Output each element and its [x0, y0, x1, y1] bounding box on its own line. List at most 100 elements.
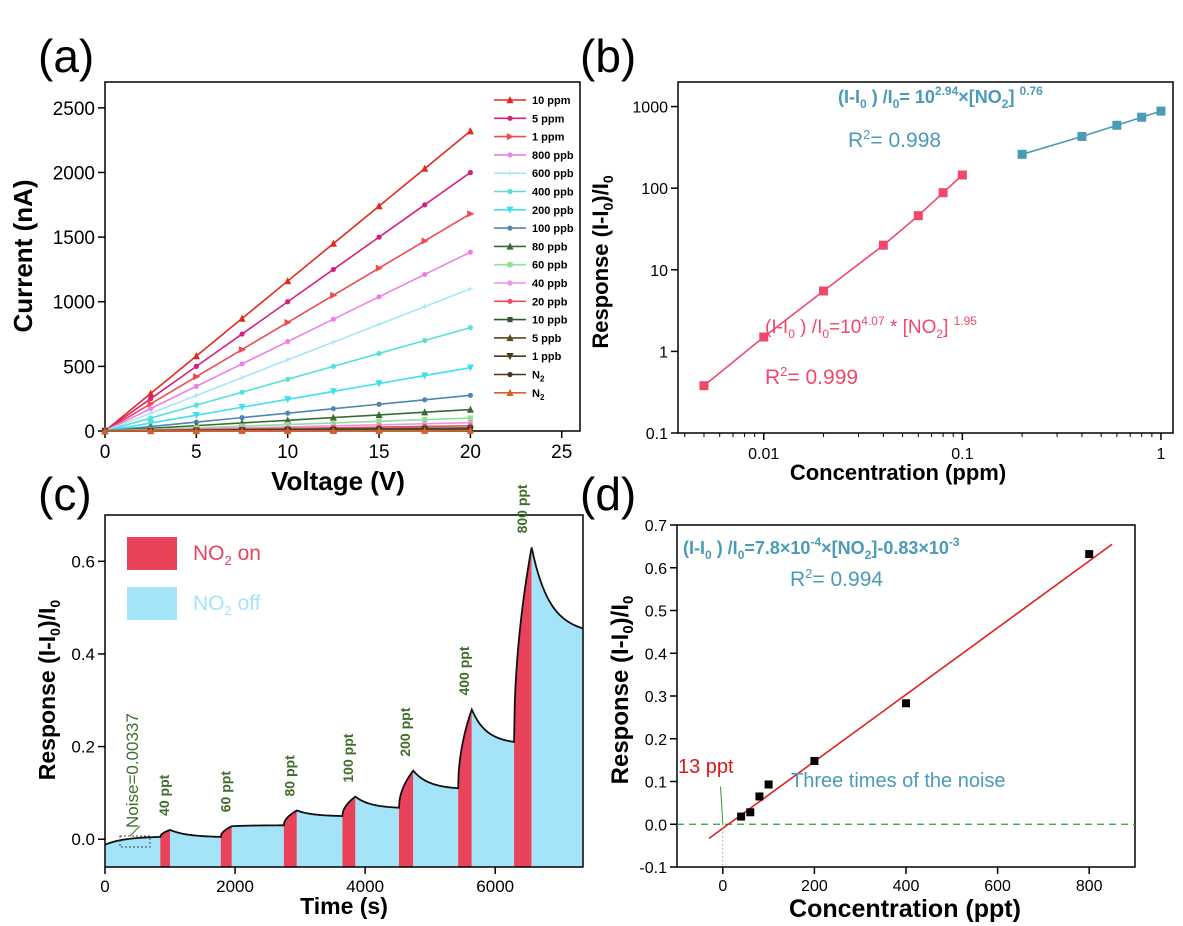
- data-point: [376, 401, 382, 407]
- data-point: [285, 338, 291, 345]
- y-tick-label: 0.3: [645, 689, 667, 706]
- x-tick-label: 0.1: [951, 446, 973, 463]
- x-tick-label: 0: [100, 877, 109, 896]
- data-point: [193, 363, 199, 369]
- lod-pointer: [720, 786, 724, 825]
- legend-marker: [506, 388, 514, 396]
- x-tick-label: 25: [551, 442, 572, 463]
- response-trace: [104, 547, 584, 846]
- data-point: [148, 415, 154, 421]
- panel-d-r2: R2= 0.994: [790, 566, 883, 591]
- data-point: [376, 234, 382, 240]
- data-point: [147, 419, 155, 428]
- data-point: [192, 352, 200, 360]
- data-point: [421, 164, 429, 172]
- legend-label: N2: [532, 370, 545, 384]
- panel-b-r2-low: R2= 0.999: [765, 364, 858, 389]
- panel-c-xlabel: Time (s): [300, 893, 388, 919]
- data-point: [1017, 149, 1027, 159]
- legend-label: 5 ppb: [532, 333, 562, 345]
- data-point: [759, 332, 769, 342]
- data-point: [238, 345, 246, 354]
- on-region: [220, 826, 232, 867]
- data-point: [467, 249, 473, 255]
- off-region: [231, 825, 284, 867]
- data-point: [193, 373, 201, 381]
- legend-label-on: NO2 on: [193, 542, 261, 568]
- panel-b-xlabel: Concentration (ppm): [790, 460, 1006, 485]
- data-point: [819, 286, 829, 296]
- panel-a-chart: 0 5 10 15 20 25 0 500 1000 1500 2000 2500 10 ppm 5 p…: [8, 81, 581, 496]
- pulse-label: 800 ppt: [514, 484, 530, 533]
- legend-marker: [507, 371, 513, 378]
- legend-marker: [507, 188, 513, 195]
- panel-a-label: (a): [38, 30, 94, 82]
- data-point: [330, 291, 338, 299]
- legend-label: 60 ppb: [532, 260, 568, 272]
- data-point: [330, 339, 336, 345]
- panel-c-label: (c): [38, 468, 92, 520]
- data-point: [239, 361, 245, 367]
- y-tick-label: 0.0: [645, 817, 667, 834]
- data-point: [285, 299, 291, 305]
- data-point: [466, 405, 474, 413]
- y-tick-label: 0.4: [71, 645, 95, 664]
- y-tick-label: 0.2: [71, 738, 95, 757]
- off-region: [355, 796, 399, 867]
- legend-swatch-on: [127, 537, 177, 570]
- legend-marker: [507, 115, 513, 121]
- on-region: [283, 810, 297, 867]
- off-region: [531, 547, 583, 867]
- data-point: [737, 812, 746, 821]
- fit-line: [703, 174, 963, 387]
- pulse-label: 200 ppt: [397, 707, 413, 756]
- y-tick-label: 1: [659, 344, 668, 361]
- data-point: [239, 389, 245, 395]
- data-point: [329, 239, 337, 247]
- data-point: [467, 286, 473, 292]
- legend-marker: [507, 152, 513, 158]
- y-tick-label: 0.1: [645, 775, 667, 792]
- data-point: [467, 324, 473, 331]
- x-tick-label: 400: [893, 878, 920, 895]
- pulse-label: 80 ppt: [281, 755, 297, 797]
- data-point: [422, 417, 428, 423]
- panel-b-r2-high: R2= 0.998: [848, 127, 941, 152]
- on-region: [160, 829, 171, 867]
- data-point: [238, 404, 246, 412]
- data-point: [422, 303, 428, 310]
- y-tick-label: 500: [63, 357, 95, 378]
- data-point: [467, 210, 475, 218]
- y-tick-label: 10: [650, 263, 668, 280]
- data-point: [101, 427, 109, 435]
- data-point: [421, 426, 429, 434]
- data-point: [329, 388, 337, 396]
- legend-marker: [506, 242, 514, 250]
- data-point: [467, 415, 473, 421]
- data-point: [284, 318, 292, 326]
- legend-marker: [506, 133, 514, 141]
- data-point: [422, 271, 428, 278]
- panel-b-fit-high: (I-I0 ) /I0= 102.94×[NO2] 0.76: [838, 84, 1043, 111]
- data-point: [466, 364, 474, 372]
- data-point: [330, 420, 336, 426]
- data-point: [1085, 550, 1094, 559]
- data-point: [376, 294, 382, 300]
- legend-marker: [507, 262, 513, 268]
- panel-c-chart: 0 2000 4000 6000 0.0 0.2 0.4 0.6 40 ppt 60 ppt 80…: [34, 484, 584, 919]
- data-point: [466, 127, 474, 135]
- panel-a-xlabel: Voltage (V): [271, 466, 405, 496]
- data-point: [421, 372, 429, 380]
- legend-label: 100 ppb: [532, 223, 574, 235]
- x-tick-label: 5: [191, 442, 202, 463]
- data-point: [938, 188, 948, 198]
- y-tick-label: 0.2: [645, 732, 667, 749]
- data-point: [330, 406, 336, 412]
- off-region: [413, 770, 459, 867]
- data-point: [193, 402, 199, 408]
- legend-marker: [506, 333, 514, 342]
- panel-c-frame: [104, 514, 584, 868]
- legend-label: 10 ppm: [532, 95, 571, 107]
- pulse-label: 100 ppt: [340, 733, 356, 782]
